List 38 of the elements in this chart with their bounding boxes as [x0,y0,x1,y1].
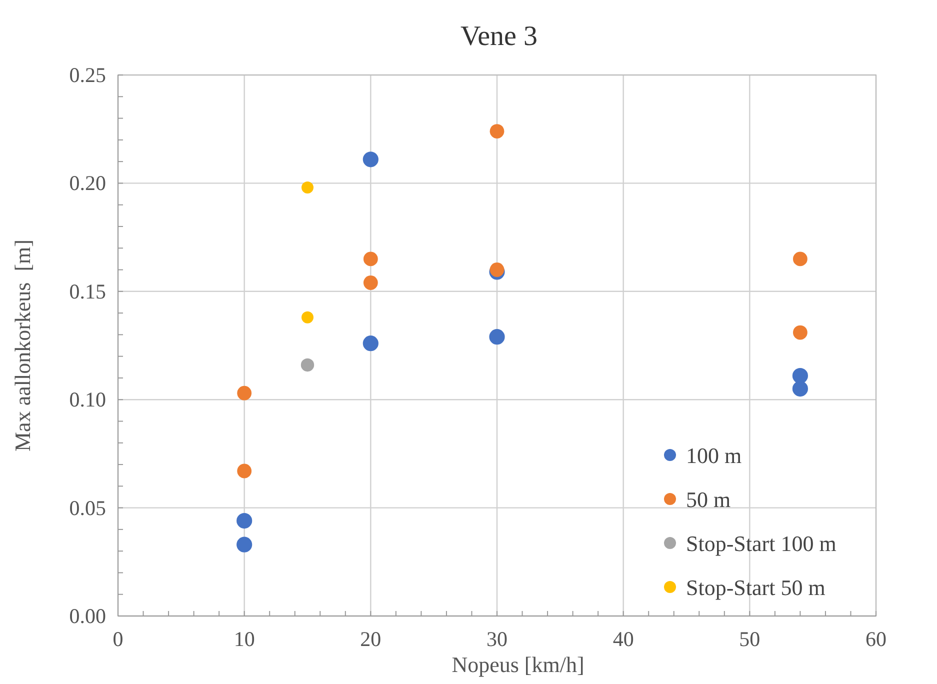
point [236,513,252,529]
x-tick-label: 30 [486,627,508,651]
point [237,464,252,478]
point [793,252,808,266]
legend-label: 100 m [686,443,742,468]
x-axis-title: Nopeus [km/h] [452,652,584,677]
point [792,368,808,384]
y-tick-label: 0.10 [69,388,106,412]
y-tick-label: 0.00 [69,604,106,628]
y-axis-title: Max aallonkorkeus [m] [10,240,35,452]
y-tick-label: 0.15 [69,279,106,304]
point [237,386,252,400]
y-tick-label: 0.20 [69,171,106,196]
y-tick-label: 0.25 [69,63,106,87]
point [490,262,504,277]
x-tick-label: 10 [234,627,255,651]
chart-title: Vene 3 [460,21,538,52]
point [489,329,505,345]
x-tick-label: 0 [112,627,124,651]
point [236,536,252,552]
point [793,325,808,340]
x-tick-label: 60 [866,627,886,651]
point [363,252,378,266]
point [302,311,314,324]
point [362,152,378,168]
legend-label: 50 m [686,487,731,512]
point [300,358,314,372]
x-tick-label: 50 [739,627,760,651]
x-tick-label: 40 [612,627,634,651]
point [302,182,314,194]
point [363,276,378,290]
x-tick-label: 20 [360,627,382,651]
point [792,380,808,397]
y-tick-label: 0.05 [69,496,106,520]
point [490,124,504,138]
point [362,336,378,352]
legend-label: Stop-Start 100 m [686,531,836,556]
legend-label: Stop-Start 50 m [686,575,826,600]
